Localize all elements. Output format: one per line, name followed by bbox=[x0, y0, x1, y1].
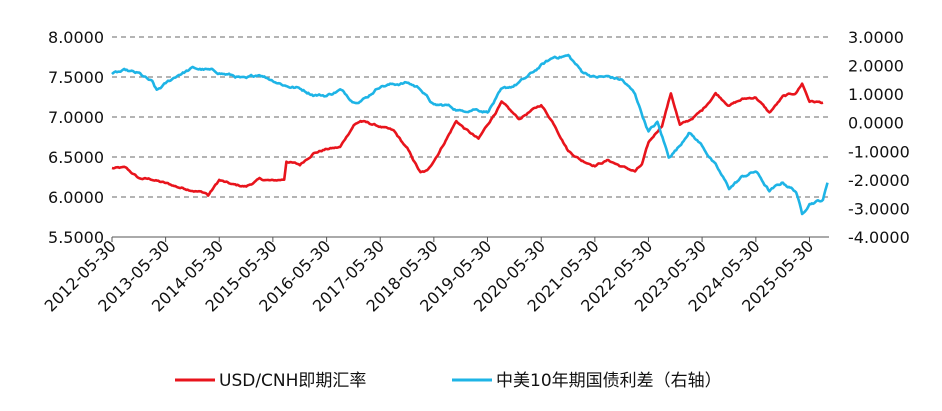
legend-label-2: 中美10年期国债利差（右轴） bbox=[496, 371, 722, 391]
y-left-tick-label: 5.5000 bbox=[48, 228, 104, 247]
y-left-tick-label: 6.0000 bbox=[48, 188, 104, 207]
y-right-tick-label: -4.0000 bbox=[848, 228, 910, 247]
y-right-tick-label: 2.0000 bbox=[848, 57, 904, 76]
y-right-tick-label: 0.0000 bbox=[848, 114, 904, 133]
y-right-tick-label: 3.0000 bbox=[848, 28, 904, 47]
series-line-2 bbox=[111, 53, 829, 216]
y-right-tick-label: -1.0000 bbox=[848, 142, 910, 161]
series-line-1 bbox=[111, 82, 824, 197]
y-right-tick-label: -2.0000 bbox=[848, 171, 910, 190]
legend-label-1: USD/CNH即期汇率 bbox=[219, 371, 366, 391]
y-right-tick-label: 1.0000 bbox=[848, 85, 904, 104]
y-left-tick-label: 7.5000 bbox=[48, 68, 104, 87]
y-left-tick-label: 6.5000 bbox=[48, 148, 104, 167]
y-left-tick-label: 8.0000 bbox=[48, 28, 104, 47]
y-left-tick-label: 7.0000 bbox=[48, 108, 104, 127]
y-right-tick-label: -3.0000 bbox=[848, 199, 910, 218]
